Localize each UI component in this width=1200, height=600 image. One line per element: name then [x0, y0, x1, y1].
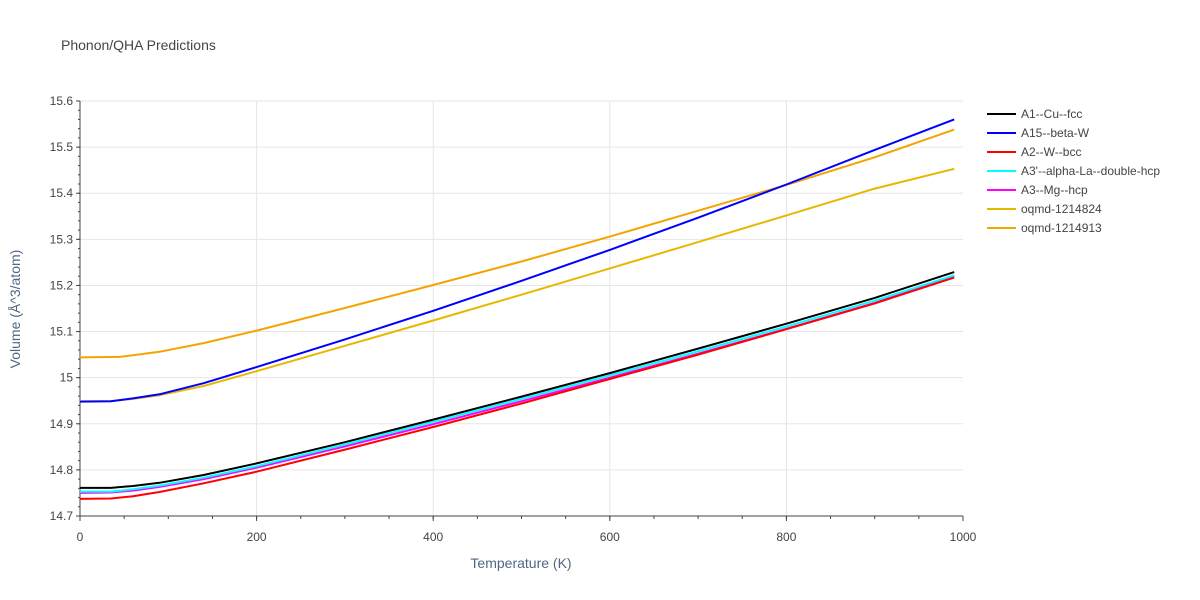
y-tick-label: 15.2	[50, 278, 74, 292]
legend-item[interactable]: A3--Mg--hcp	[987, 183, 1088, 197]
series-line-a15-beta-w[interactable]	[79, 118, 955, 403]
legend[interactable]: A1--Cu--fcc A15--beta-W A2--W--bcc A3'--alp…	[987, 107, 1160, 235]
x-tick-label: 600	[600, 530, 620, 544]
chart-title: Phonon/QHA Predictions	[61, 37, 216, 53]
y-tick-label: 15.3	[50, 232, 74, 246]
grid	[80, 100, 963, 517]
y-tick-label: 14.9	[50, 417, 74, 431]
y-tick-label: 14.7	[50, 509, 74, 523]
y-tick-label: 15.6	[50, 94, 74, 108]
x-tick-label: 400	[423, 530, 443, 544]
legend-label: A3--Mg--hcp	[1021, 183, 1088, 197]
series-line-a3-alpha-la-double-hcp[interactable]	[80, 274, 955, 493]
x-axis-title: Temperature (K)	[470, 555, 571, 571]
x-tick-label: 0	[77, 530, 84, 544]
y-axis-title: Volume (Å^3/atom)	[7, 250, 23, 369]
y-tick-label: 15.1	[50, 325, 74, 339]
series-line-a1-cu-fcc[interactable]	[80, 271, 955, 489]
axes: 14.7 14.8 14.9 15 15.1 15.2 15.3 15.4 15.5 15.6 0 2…	[50, 94, 977, 544]
series-line-oqmd-1214913[interactable]	[79, 128, 955, 359]
series-line-a2-w-bcc[interactable]	[79, 276, 955, 500]
y-tick-label: 15.5	[50, 140, 74, 154]
legend-label: A2--W--bcc	[1021, 145, 1081, 159]
x-tick-label: 1000	[950, 530, 977, 544]
legend-label: oqmd-1214913	[1021, 221, 1102, 235]
legend-label: A3'--alpha-La--double-hcp	[1021, 164, 1160, 178]
plot-area	[79, 118, 955, 500]
legend-label: A15--beta-W	[1021, 126, 1090, 140]
y-tick-label: 15	[60, 371, 74, 385]
x-tick-label: 200	[247, 530, 267, 544]
legend-label: A1--Cu--fcc	[1021, 107, 1082, 121]
x-tick-label: 800	[776, 530, 796, 544]
y-tick-label: 14.8	[50, 463, 74, 477]
legend-item[interactable]: A1--Cu--fcc	[987, 107, 1082, 121]
legend-item[interactable]: A3'--alpha-La--double-hcp	[987, 164, 1160, 178]
y-tick-label: 15.4	[50, 186, 74, 200]
legend-label: oqmd-1214824	[1021, 202, 1102, 216]
legend-item[interactable]: oqmd-1214824	[987, 202, 1102, 216]
legend-item[interactable]: A15--beta-W	[987, 126, 1090, 140]
legend-item[interactable]: A2--W--bcc	[987, 145, 1081, 159]
legend-item[interactable]: oqmd-1214913	[987, 221, 1102, 235]
